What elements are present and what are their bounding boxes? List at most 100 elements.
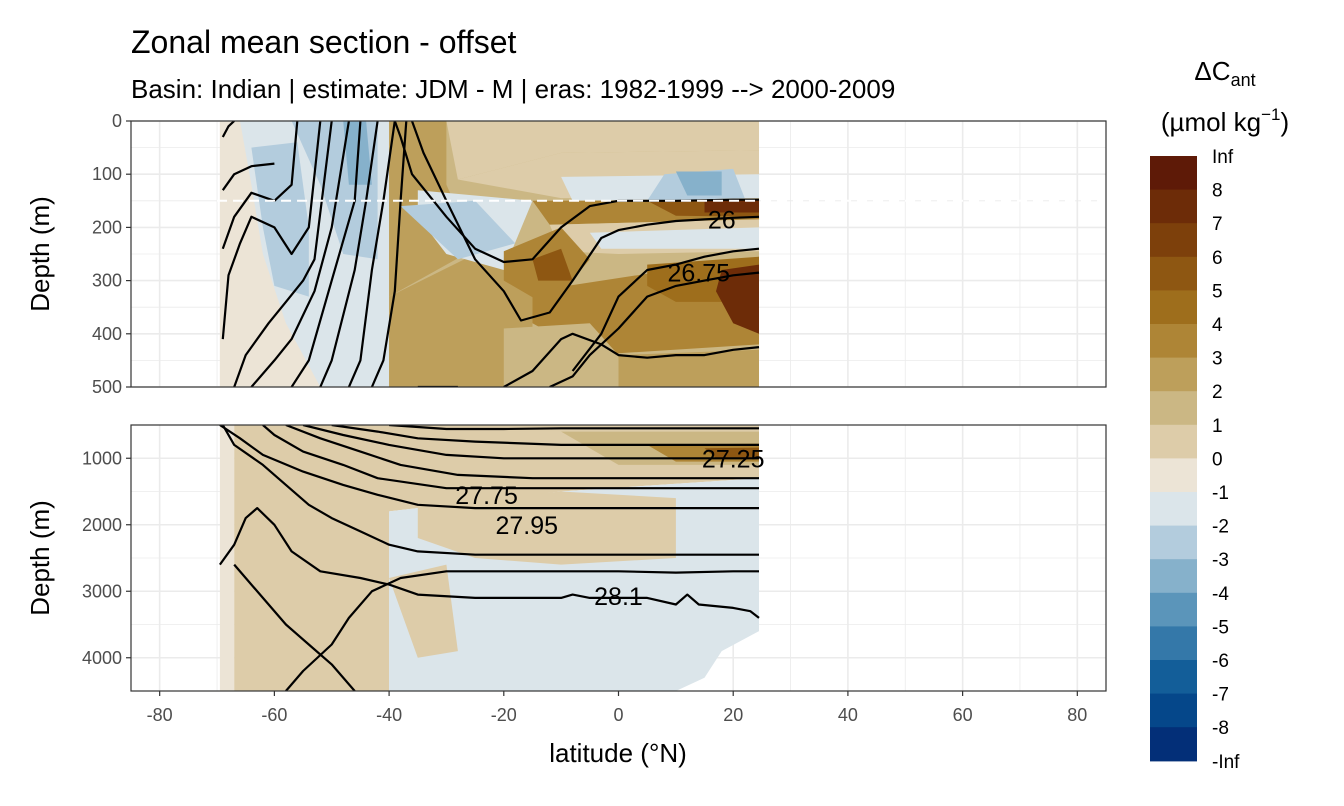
legend-color-step (1150, 156, 1197, 191)
legend-color-step (1150, 290, 1197, 325)
legend-color-step (1150, 458, 1197, 493)
x-axis: -80 -60 -40 -20 0 20 40 60 80 (147, 691, 1087, 725)
legend-color-step (1150, 391, 1197, 426)
legend-tick-label: 4 (1212, 315, 1223, 336)
contour-label: 28.1 (594, 583, 643, 611)
legend-units-close: ) (1280, 107, 1289, 137)
legend-tick-label: 1 (1212, 416, 1223, 437)
field-edge (219, 425, 235, 691)
y-tick-label: 0 (112, 111, 122, 131)
contour-label: 26 (708, 206, 736, 234)
legend-tick-label: -2 (1212, 517, 1229, 538)
legend-tick-label: 5 (1212, 281, 1223, 302)
legend-tick-label: Inf (1212, 147, 1234, 168)
contour-line (290, 121, 362, 387)
legend-tick-label: -7 (1212, 685, 1229, 706)
upper-panel: 26 26.75 0 100 200 300 400 500 (92, 111, 1107, 397)
x-tick-label: -80 (147, 705, 173, 725)
x-tick-label: 20 (723, 705, 743, 725)
contour-line (319, 121, 379, 387)
chart-subtitle: Basin: Indian | estimate: JDM - M | eras… (131, 74, 896, 104)
field-light-patch (389, 564, 458, 658)
legend-tick-label: 2 (1212, 382, 1223, 403)
legend-tick-label: -4 (1212, 584, 1229, 605)
contour-label: 27.25 (702, 445, 765, 473)
density-contours: 26 26.75 (217, 121, 1106, 387)
contour-line (221, 121, 235, 138)
contour-line (285, 425, 759, 480)
legend-tick-label: 6 (1212, 248, 1223, 269)
y-tick-label: 3000 (82, 581, 122, 601)
contour-line (221, 162, 275, 191)
legend-tick-label: 0 (1212, 449, 1223, 470)
field-positive-patch (389, 254, 533, 387)
y-axis-title-upper: Depth (m) (25, 196, 55, 312)
field-positive-core (704, 447, 759, 459)
y-tick-label: 4000 (82, 648, 122, 668)
offset-field-upper (219, 121, 760, 387)
contour-line (503, 332, 760, 387)
legend-color-step (1150, 492, 1197, 527)
contour-line (233, 563, 356, 691)
y-tick-label: 300 (92, 271, 122, 291)
contour-line (393, 121, 759, 264)
legend-title: ΔCant (1194, 56, 1255, 90)
contour-line (221, 121, 322, 340)
legend-color-step (1150, 223, 1197, 258)
contour-line (370, 121, 408, 387)
legend-tick-label: -8 (1212, 718, 1229, 739)
field-negative-core (675, 171, 722, 196)
legend-tick-label: 8 (1212, 181, 1223, 202)
legend-units: (µmol kg−1) (1161, 105, 1289, 137)
contour-line (285, 570, 759, 691)
field-light-band (446, 121, 759, 180)
legend-units-exponent: −1 (1261, 105, 1280, 124)
x-tick-label: 60 (953, 705, 973, 725)
field-positive-band (618, 349, 759, 387)
legend-color-step (1150, 357, 1197, 392)
legend-title-main: ΔC (1194, 56, 1230, 86)
field-negative-patch (251, 142, 309, 297)
field-light-patch (417, 491, 676, 565)
y-tick-label: 100 (92, 164, 122, 184)
field-positive-core (704, 200, 759, 213)
contour-line (410, 121, 760, 322)
y-axis-ticks: 0 100 200 300 400 500 (92, 111, 131, 397)
contour-line (250, 121, 350, 387)
legend-tick-label: -Inf (1212, 752, 1240, 773)
field-negative-band (589, 227, 759, 249)
legend: ΔCant (µmol kg−1) Inf 8 7 6 5 4 3 2 1 0 -1 -2 -3 -4 -5… (1150, 56, 1289, 773)
y-tick-label: 1000 (82, 448, 122, 468)
field-positive-core (532, 248, 573, 281)
y-tick-label: 200 (92, 217, 122, 237)
x-tick-label: 80 (1067, 705, 1087, 725)
offset-field-lower (219, 425, 759, 691)
contour-line (221, 121, 299, 250)
contour-line (571, 247, 760, 372)
legend-tick-label: -1 (1212, 483, 1229, 504)
legend-tick-label: -3 (1212, 550, 1229, 571)
chart-title: Zonal mean section - offset (131, 24, 517, 60)
legend-color-step (1150, 324, 1197, 359)
legend-color-step (1150, 693, 1197, 728)
y-tick-label: 400 (92, 324, 122, 344)
x-tick-label: -40 (376, 705, 402, 725)
panel-border (130, 120, 1107, 388)
legend-color-step (1150, 559, 1197, 594)
contour-label: 26.75 (668, 260, 731, 288)
x-tick-label: 40 (838, 705, 858, 725)
legend-color-step (1150, 424, 1197, 459)
legend-color-step (1150, 660, 1197, 695)
contour-line (221, 425, 759, 556)
legend-color-step (1150, 189, 1197, 224)
x-axis-title: latitude (°N) (549, 738, 687, 768)
field-positive-core (716, 264, 759, 334)
y-axis-title-lower: Depth (m) (25, 500, 55, 616)
legend-title-sub: ant (1231, 70, 1256, 90)
legend-tick-label: -5 (1212, 617, 1229, 638)
legend-color-step (1150, 525, 1197, 560)
legend-color-step (1150, 626, 1197, 661)
